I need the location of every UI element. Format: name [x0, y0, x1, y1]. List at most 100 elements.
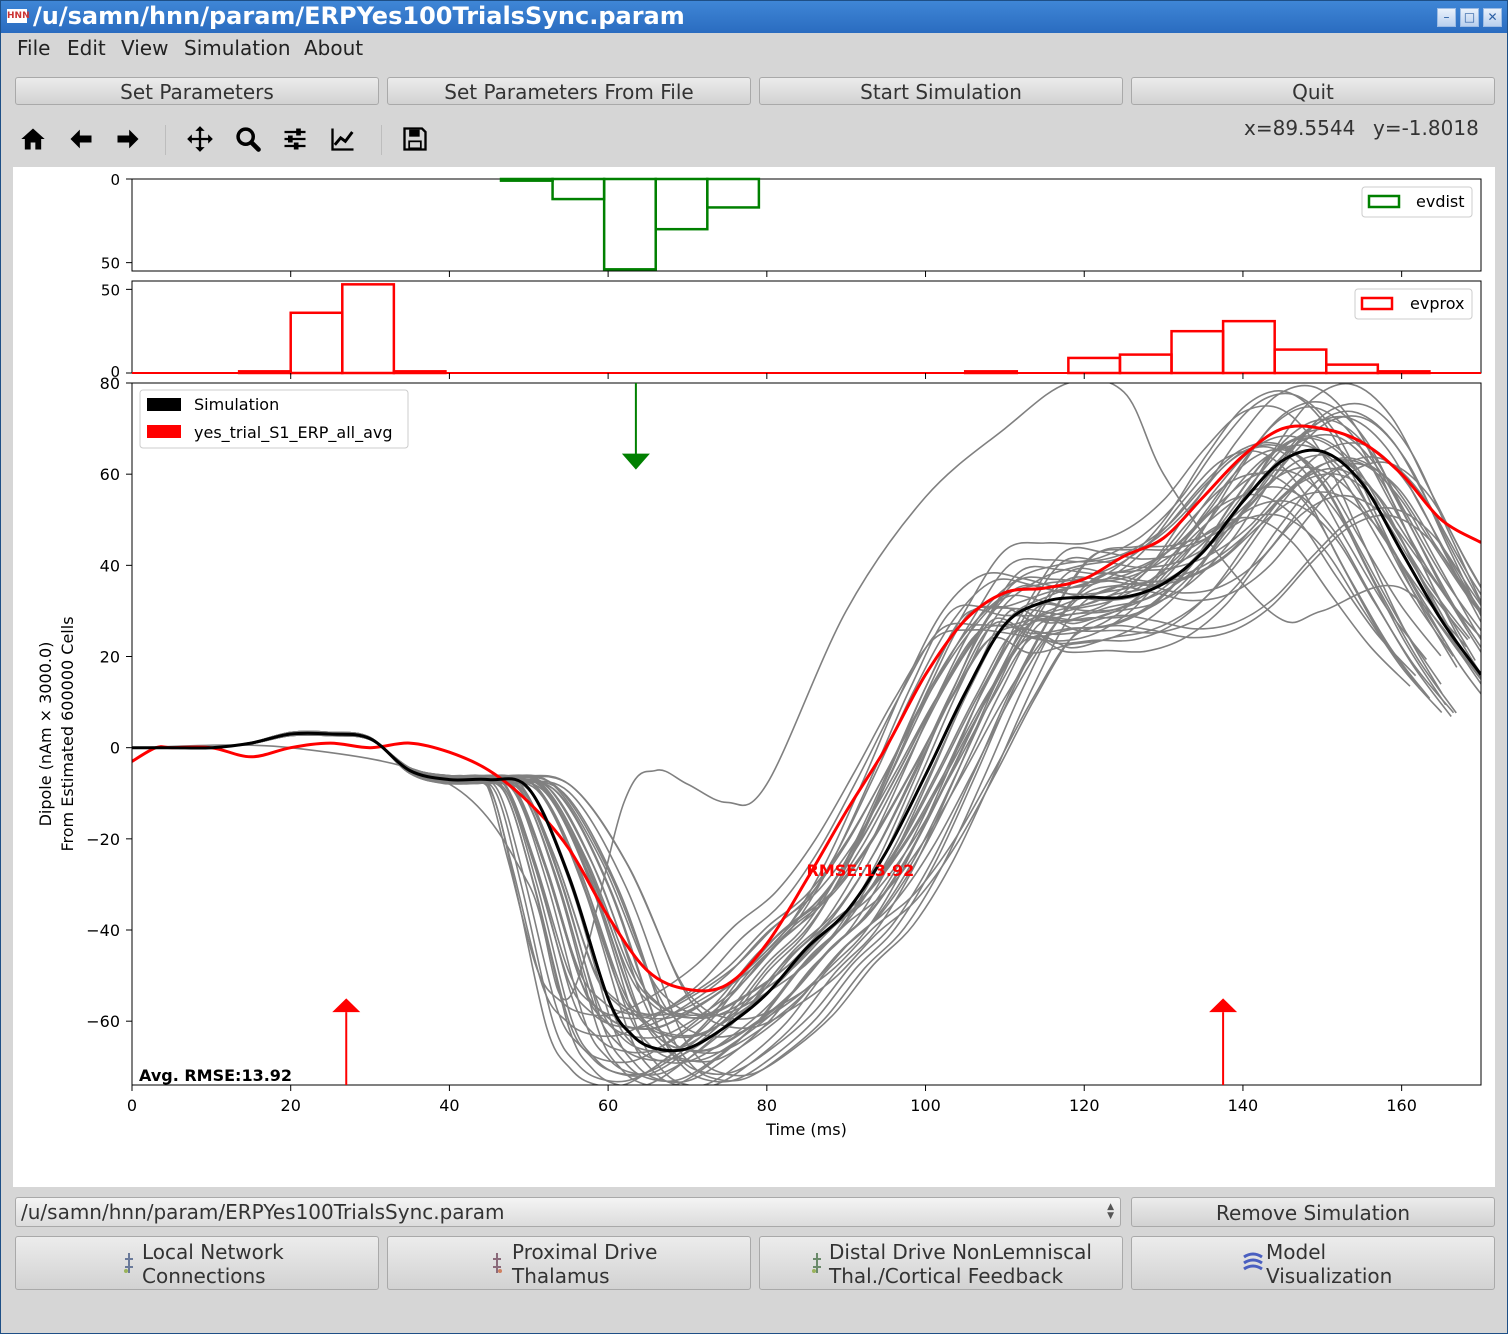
evdist-legend-box	[1361, 186, 1473, 218]
pan-icon[interactable]	[186, 125, 218, 155]
evprox-legend-label: evprox	[1410, 294, 1464, 313]
main-ytick-label: 0	[110, 739, 120, 758]
evprox-bar	[289, 311, 344, 375]
distal-drive-icon	[812, 1253, 821, 1273]
close-icon[interactable]: ✕	[1483, 8, 1502, 27]
maximize-icon[interactable]: □	[1460, 8, 1479, 27]
axes-edit-icon[interactable]	[329, 125, 361, 155]
menu-file[interactable]: File	[17, 36, 51, 60]
proximal-drive-arrow-head	[332, 998, 361, 1013]
menu-about[interactable]: About	[304, 36, 364, 60]
evprox-legend: evprox	[1354, 288, 1473, 320]
y-axis-label-line2: From Estimated 600000 Cells	[58, 616, 77, 851]
main-xtick-label: 40	[439, 1096, 459, 1115]
main-ytick-label: 40	[100, 556, 120, 575]
rmse-annotation: RMSE:13.92	[807, 861, 915, 880]
model-visualization-label: Model Visualization	[1266, 1240, 1393, 1288]
forward-arrow-icon[interactable]	[114, 125, 146, 155]
app-icon: HNN	[7, 9, 30, 23]
minimize-icon[interactable]: –	[1437, 8, 1456, 27]
subplots-config-icon[interactable]	[281, 125, 313, 155]
distal-drive-label: Distal Drive NonLemniscal Thal./Cortical …	[829, 1240, 1092, 1288]
status-bar	[1, 1297, 1507, 1331]
evprox-bar	[1118, 353, 1173, 375]
zoom-icon[interactable]	[234, 125, 266, 155]
title-bar[interactable]: HNN /u/samn/hnn/param/ERPYes100TrialsSyn…	[1, 1, 1507, 33]
evdist-bar	[706, 177, 761, 209]
plot-canvas[interactable]: 0 50 evdist 0 50 evprox −60 −40 −20 0 20 40 60 80 0 20 4…	[13, 167, 1495, 1187]
evprox-bar	[1376, 370, 1431, 375]
evdist-legend-swatch	[1367, 194, 1401, 209]
evdist-bar	[654, 177, 709, 231]
evprox-axes-frame	[131, 280, 1482, 374]
main-ytick-label: −60	[86, 1012, 120, 1031]
trial-trace	[132, 445, 1428, 1083]
evprox-ytick-label: 0	[110, 363, 120, 381]
evdist-ytick-label: 50	[101, 255, 120, 273]
evprox-bar	[1067, 356, 1122, 375]
proximal-drive-label: Proximal Drive Thalamus	[512, 1240, 658, 1288]
model-visualization-button[interactable]: Model Visualization	[1131, 1236, 1495, 1290]
menu-view[interactable]: View	[121, 36, 169, 60]
avg-rmse-annotation: Avg. RMSE:13.92	[139, 1066, 292, 1085]
toolbar-separator	[381, 125, 382, 155]
trial-trace	[132, 513, 1443, 1020]
set-parameters-from-file-button[interactable]: Set Parameters From File	[387, 77, 751, 105]
plot-toolbar	[13, 117, 453, 161]
evprox-bar	[237, 370, 292, 375]
trial-trace	[132, 491, 1481, 1019]
evdist-ytick-label: 0	[110, 171, 120, 189]
window-title: /u/samn/hnn/param/ERPYes100TrialsSync.pa…	[33, 2, 685, 30]
main-axes-frame	[131, 382, 1482, 1086]
set-parameters-button[interactable]: Set Parameters	[15, 77, 379, 105]
evprox-ytick-label: 50	[101, 281, 120, 299]
main-xtick-label: 0	[127, 1096, 137, 1115]
evdist-axes-frame	[131, 178, 1482, 272]
main-xtick-label: 60	[598, 1096, 618, 1115]
main-legend: Simulation yes_trial_S1_ERP_all_avg	[139, 389, 409, 449]
main-xtick-label: 160	[1386, 1096, 1417, 1115]
trial-trace	[132, 433, 1481, 1085]
main-xtick-label: 100	[910, 1096, 941, 1115]
data-legend-label: yes_trial_S1_ERP_all_avg	[194, 423, 393, 443]
main-ytick-label: −20	[86, 830, 120, 849]
cursor-y-readout: y=-1.8018	[1373, 116, 1479, 140]
main-legend-box	[139, 389, 409, 449]
simulation-select-value: /u/samn/hnn/param/ERPYes100TrialsSync.pa…	[21, 1200, 505, 1224]
proximal-drive-button[interactable]: Proximal Drive Thalamus	[387, 1236, 751, 1290]
cursor-x-readout: x=89.5544	[1244, 116, 1356, 140]
main-xtick-label: 140	[1228, 1096, 1259, 1115]
save-icon[interactable]	[401, 125, 433, 155]
evprox-bar	[1221, 319, 1276, 375]
main-xtick-label: 80	[757, 1096, 777, 1115]
evdist-legend: evdist	[1361, 186, 1473, 218]
simulation-legend-swatch	[147, 398, 181, 411]
distal-drive-button[interactable]: Distal Drive NonLemniscal Thal./Cortical …	[759, 1236, 1123, 1290]
back-arrow-icon[interactable]	[67, 125, 99, 155]
evprox-legend-swatch	[1360, 296, 1394, 311]
main-xtick-label: 20	[281, 1096, 301, 1115]
home-icon[interactable]	[19, 125, 51, 155]
data-average-line	[132, 424, 1481, 993]
local-network-label: Local Network Connections	[142, 1240, 284, 1288]
evprox-bar	[341, 283, 396, 375]
evdist-legend-label: evdist	[1416, 192, 1465, 211]
toolbar-separator	[165, 125, 166, 155]
trial-trace	[132, 499, 1455, 1031]
start-simulation-button[interactable]: Start Simulation	[759, 77, 1123, 105]
main-ytick-label: 60	[100, 465, 120, 484]
main-ytick-label: 80	[100, 374, 120, 393]
trial-trace	[132, 448, 1442, 1076]
evprox-legend-box	[1354, 288, 1473, 320]
trial-trace	[132, 415, 1481, 1076]
local-network-connections-button[interactable]: Local Network Connections	[15, 1236, 379, 1290]
menu-simulation[interactable]: Simulation	[184, 36, 291, 60]
evdist-bar	[602, 177, 657, 271]
menu-edit[interactable]: Edit	[67, 36, 106, 60]
quit-button[interactable]: Quit	[1131, 77, 1495, 105]
proximal-drive-icon	[493, 1253, 502, 1273]
simulation-select[interactable]: /u/samn/hnn/param/ERPYes100TrialsSync.pa…	[15, 1197, 1121, 1227]
remove-simulation-button[interactable]: Remove Simulation	[1131, 1197, 1495, 1227]
